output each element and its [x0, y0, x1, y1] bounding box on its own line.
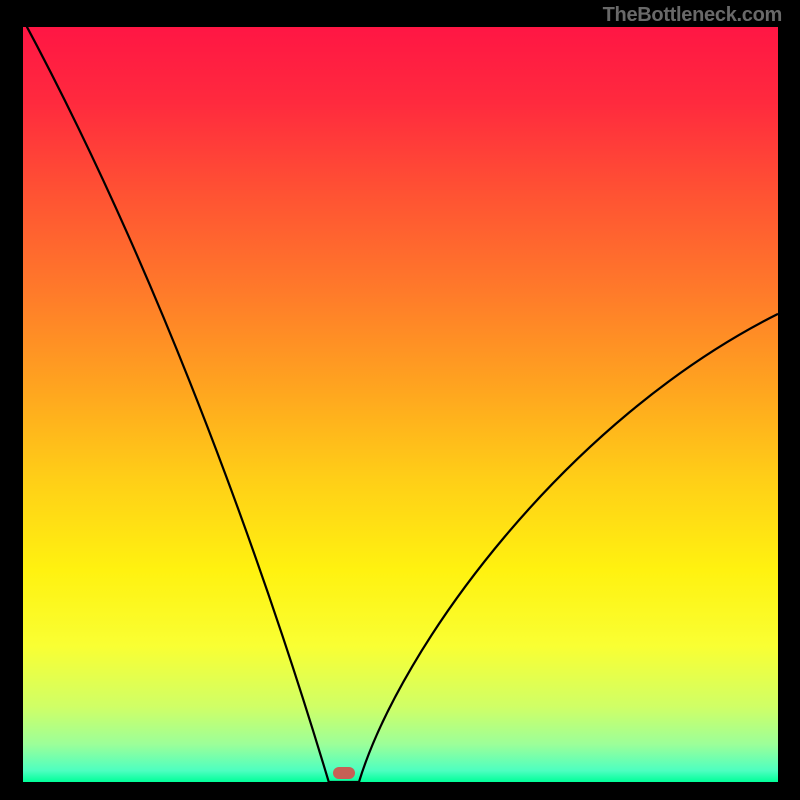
chart-container: TheBottleneck.com: [0, 0, 800, 800]
v-curve: [23, 27, 778, 782]
curve-path: [23, 19, 778, 782]
watermark-text: TheBottleneck.com: [603, 4, 782, 27]
vertex-marker: [333, 767, 355, 779]
plot-area: [23, 27, 778, 782]
